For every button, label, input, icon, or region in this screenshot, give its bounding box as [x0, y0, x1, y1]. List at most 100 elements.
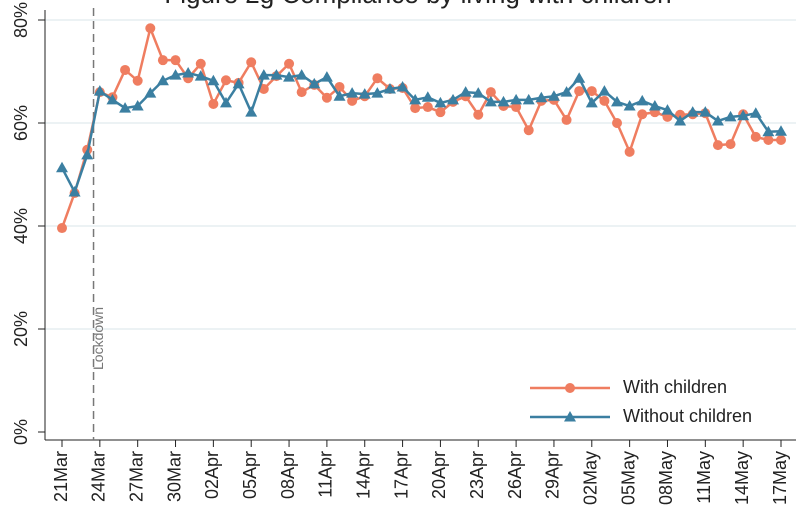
x-tick-label: 24Mar [89, 451, 109, 502]
y-tick-label: 0% [11, 419, 31, 445]
marker [661, 104, 674, 115]
marker [648, 100, 661, 111]
x-tick-label: 08Apr [278, 451, 298, 499]
series-line [60, 24, 781, 229]
marker [637, 109, 648, 120]
marker [371, 87, 384, 98]
marker [712, 140, 723, 151]
marker [208, 98, 219, 109]
marker [510, 93, 523, 105]
marker [195, 58, 206, 69]
marker [194, 70, 207, 81]
marker [295, 69, 308, 80]
x-tick-label: 17May [770, 451, 790, 505]
marker [156, 74, 169, 86]
marker [182, 67, 195, 78]
marker [497, 95, 510, 107]
marker [522, 93, 535, 105]
x-tick-label: 11Apr [316, 451, 336, 498]
marker [473, 109, 484, 120]
marker [283, 71, 296, 82]
marker [535, 91, 548, 103]
marker [56, 161, 68, 173]
marker [763, 134, 774, 145]
marker [57, 223, 67, 234]
marker [686, 106, 699, 117]
marker [699, 106, 712, 117]
marker [410, 103, 421, 114]
marker [599, 95, 610, 106]
marker [776, 134, 786, 145]
marker [131, 100, 144, 111]
marker [358, 88, 371, 99]
legend-marker [564, 411, 576, 422]
marker [598, 85, 611, 96]
marker [573, 72, 586, 83]
x-tick-label: 08May [656, 451, 676, 505]
marker [145, 23, 156, 34]
marker [119, 102, 132, 113]
marker [560, 86, 573, 97]
marker [434, 96, 447, 108]
marker [586, 86, 597, 97]
x-tick-label: 21Mar [51, 451, 71, 502]
legend-label: With children [623, 377, 727, 397]
x-tick-label: 11May [694, 451, 714, 504]
marker [320, 71, 333, 82]
marker [611, 95, 624, 107]
x-tick-label: 14Apr [353, 451, 373, 499]
y-tick-label: 40% [11, 208, 31, 244]
marker [383, 83, 396, 94]
marker [245, 106, 258, 117]
x-tick-label: 14May [732, 451, 752, 505]
marker [347, 95, 358, 106]
marker [93, 85, 106, 96]
marker [547, 90, 560, 101]
marker [511, 102, 522, 113]
marker [574, 86, 585, 97]
marker [585, 96, 598, 108]
marker [409, 93, 422, 105]
series-line [60, 71, 782, 196]
marker [81, 148, 94, 160]
marker [346, 87, 359, 98]
y-tick-label: 80% [11, 2, 31, 38]
marker [711, 114, 724, 126]
x-tick-label: 05May [618, 451, 638, 505]
marker [472, 87, 485, 98]
marker [106, 93, 119, 105]
marker [749, 107, 762, 118]
legend-marker [565, 383, 575, 393]
annotation: Lockdown [90, 307, 106, 370]
marker [484, 95, 497, 107]
marker [220, 75, 231, 86]
marker [775, 125, 787, 136]
marker [372, 73, 383, 84]
x-tick-label: 23Apr [467, 451, 487, 499]
marker [257, 69, 270, 80]
marker [308, 77, 321, 89]
marker [296, 87, 307, 98]
x-tick-label: 26Apr [505, 451, 525, 499]
marker [422, 102, 433, 113]
x-tick-label: 17Apr [391, 451, 411, 499]
marker [447, 93, 460, 105]
marker [144, 87, 157, 98]
marker [270, 69, 283, 80]
marker [258, 84, 269, 95]
marker [523, 125, 534, 136]
marker [623, 100, 636, 111]
marker [68, 186, 81, 197]
marker [762, 125, 775, 137]
x-tick-label: 29Apr [543, 451, 563, 499]
y-tick-label: 60% [11, 105, 31, 141]
marker [334, 81, 345, 92]
marker [485, 87, 496, 98]
marker [219, 96, 232, 108]
marker [333, 90, 346, 101]
marker [725, 139, 736, 150]
y-tick-label: 20% [11, 311, 31, 347]
marker [132, 75, 143, 86]
